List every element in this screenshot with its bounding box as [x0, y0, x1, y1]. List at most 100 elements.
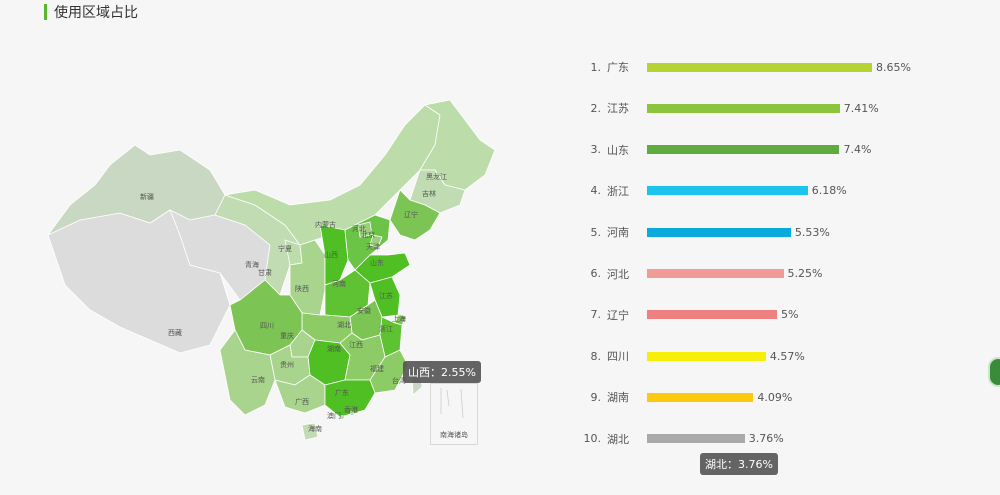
label-hongkong: 香港: [344, 405, 358, 414]
ranking-row[interactable]: 2. 江苏 7.41%: [575, 101, 879, 116]
rank-number: 3.: [590, 143, 602, 157]
rank-bar[interactable]: [647, 351, 766, 361]
rank-value-label: 4.09%: [757, 390, 793, 404]
rank-bar[interactable]: [647, 186, 808, 196]
ranking-row[interactable]: 8. 四川 4.57%: [575, 349, 805, 364]
ranking-row[interactable]: 1. 广东 8.65%: [575, 60, 911, 75]
title-accent-bar: [44, 4, 47, 20]
rank-region-name: 浙江: [607, 184, 629, 198]
ranking-row[interactable]: 9. 湖南 4.09%: [575, 390, 793, 405]
rank-bar[interactable]: [647, 103, 840, 113]
rank-region-name: 广东: [607, 61, 629, 74]
label-guizhou: 贵州: [280, 360, 294, 369]
rank-bar[interactable]: [647, 227, 791, 237]
label-shaanxi: 陕西: [295, 284, 309, 293]
label-shanghai: 上海: [392, 314, 406, 323]
ranking-row[interactable]: 5. 河南 5.53%: [575, 225, 830, 240]
region-macau[interactable]: [340, 415, 344, 419]
label-neimenggu: 内蒙古: [315, 220, 336, 229]
ranking-row[interactable]: 6. 河北 5.25%: [575, 267, 823, 281]
label-hubei: 湖北: [337, 320, 351, 329]
label-ningxia: 宁夏: [278, 244, 292, 253]
rank-region-name: 湖南: [607, 391, 629, 405]
label-jiangsu: 江苏: [379, 291, 393, 300]
label-heilongjiang: 黑龙江: [426, 172, 447, 181]
ranking-row[interactable]: 3. 山东 7.4%: [575, 143, 872, 157]
rank-region-name: 四川: [607, 350, 629, 364]
rank-value-label: 6.18%: [811, 184, 847, 198]
region-liaoning[interactable]: [389, 189, 441, 241]
region-hongkong[interactable]: [350, 411, 354, 415]
label-taiwan: 台湾: [392, 376, 406, 385]
label-henan: 河南: [332, 279, 346, 288]
ranking-row[interactable]: 10. 湖北 3.76%: [575, 432, 784, 446]
rank-number: 10.: [583, 432, 602, 446]
section-header: 使用区域占比: [44, 3, 138, 21]
label-liaoning: 辽宁: [404, 210, 418, 219]
rank-value-label: 7.4%: [843, 143, 872, 157]
china-map-svg[interactable]: 新疆 西藏 青海 甘肃 内蒙古 宁夏 陕西 四川 重庆 云南 贵州 广西 海南 …: [40, 95, 510, 455]
rank-bar[interactable]: [647, 269, 784, 278]
label-guangdong: 广东: [335, 388, 349, 397]
label-hunan: 湖南: [327, 344, 341, 353]
rank-number: 5.: [590, 225, 602, 239]
rank-value-label: 5.25%: [787, 267, 823, 280]
label-xizang: 西藏: [168, 328, 182, 337]
label-jiangxi: 江西: [349, 341, 363, 349]
rank-number: 9.: [590, 390, 602, 404]
rank-region-name: 山东: [607, 143, 629, 157]
region-beijing[interactable]: [357, 221, 373, 238]
floating-side-button[interactable]: [988, 357, 1000, 387]
south-china-sea-label: 南海诸岛: [440, 431, 468, 439]
rank-bar[interactable]: [647, 62, 872, 72]
south-china-sea-inset: 南海诸岛: [430, 383, 478, 445]
map-tooltip: 山西：2.55%: [403, 361, 481, 383]
label-chongqing: 重庆: [280, 331, 294, 340]
rank-value-label: 5%: [781, 308, 799, 322]
section-title: 使用区域占比: [54, 5, 138, 21]
rank-number: 8.: [590, 349, 602, 363]
province-labels: 新疆 西藏 青海 甘肃 内蒙古 宁夏 陕西 四川 重庆 云南 贵州 广西 海南 …: [140, 172, 447, 433]
label-zhejiang: 浙江: [379, 324, 393, 333]
ranking-row[interactable]: 7. 辽宁 5%: [575, 308, 799, 322]
region-yunnan[interactable]: [219, 329, 276, 416]
rank-bar[interactable]: [647, 310, 778, 320]
rank-bar[interactable]: [647, 434, 745, 444]
rank-number: 4.: [590, 184, 602, 198]
rank-region-name: 河北: [607, 267, 629, 281]
rank-number: 2.: [590, 101, 602, 115]
label-shandong: 山东: [370, 258, 384, 267]
region-xinjiang[interactable]: [47, 144, 226, 236]
south-china-sea-islands-icon: [440, 388, 464, 419]
rank-region-name: 江苏: [607, 102, 629, 116]
region-tianjin[interactable]: [369, 234, 383, 248]
rank-bar[interactable]: [647, 145, 840, 155]
ranking-tooltip: 湖北：3.76%: [700, 453, 778, 475]
label-macau: 澳门: [327, 411, 341, 420]
china-map[interactable]: 新疆 西藏 青海 甘肃 内蒙古 宁夏 陕西 四川 重庆 云南 贵州 广西 海南 …: [40, 95, 510, 455]
label-shanxi: 山西: [324, 250, 338, 259]
label-hebei: 河北: [352, 225, 366, 233]
rank-value-label: 8.65%: [876, 60, 911, 74]
label-sichuan: 四川: [260, 322, 274, 330]
rank-region-name: 湖北: [607, 432, 629, 446]
label-gansu: 甘肃: [258, 268, 272, 277]
label-guangxi: 广西: [295, 397, 309, 406]
ranking-row[interactable]: 4. 浙江 6.18%: [575, 184, 847, 198]
label-yunnan: 云南: [251, 375, 265, 384]
rank-region-name: 辽宁: [607, 308, 629, 322]
label-fujian: 福建: [370, 364, 384, 373]
region-guangdong[interactable]: [324, 379, 376, 418]
region-hebei[interactable]: [344, 214, 391, 271]
rank-value-label: 4.57%: [769, 349, 805, 363]
rank-region-name: 河南: [607, 226, 629, 240]
label-tianjin: 天津: [366, 243, 380, 251]
rank-number: 7.: [590, 308, 602, 322]
label-qinghai: 青海: [245, 260, 259, 269]
region-hainan[interactable]: [301, 422, 319, 441]
rank-number: 1.: [590, 60, 602, 74]
rank-value-label: 7.41%: [843, 101, 879, 115]
rank-bar[interactable]: [647, 392, 754, 402]
rank-value-label: 3.76%: [748, 432, 784, 446]
label-anhui: 安徽: [357, 306, 371, 315]
